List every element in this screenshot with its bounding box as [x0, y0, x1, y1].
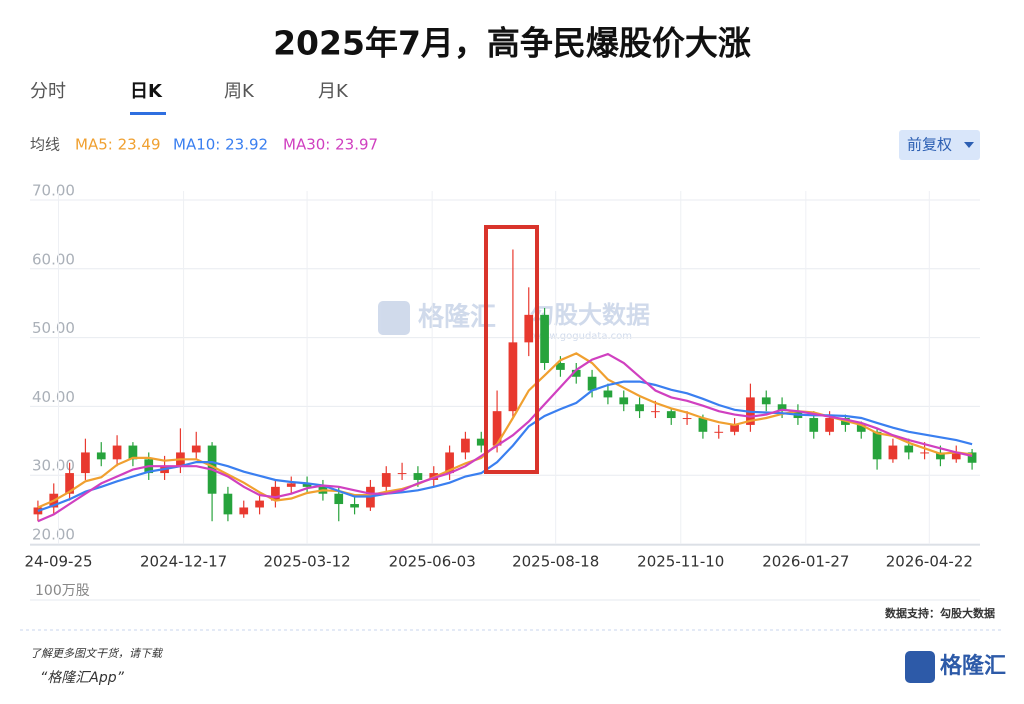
legend: MA5: 23.49 MA10: 23.92 MA30: 23.97 [75, 136, 378, 154]
grid: 70.00 60.00 50.00 40.00 30.00 20.00 24-09-25 20… [24, 182, 980, 571]
candle-body [540, 314, 549, 363]
x-tick-label: 2026-01-27 [762, 553, 849, 571]
candle-body [191, 445, 201, 453]
watermark-icon [378, 301, 410, 335]
candle-body [556, 363, 565, 370]
title: 2025年7月，高争民爆股价大涨 [273, 24, 751, 63]
candle-body [872, 431, 882, 460]
x-tick-label: 2025-08-18 [512, 553, 599, 571]
candle-body [651, 411, 660, 413]
candle-body [619, 397, 629, 405]
candle-body [856, 424, 866, 432]
candle-body [571, 369, 581, 377]
candle-body [223, 493, 233, 515]
legend-entry: MA5: 23.49 [75, 136, 161, 154]
candle-body [666, 411, 676, 419]
candle-body [271, 486, 280, 501]
y-tick-label: 30.00 [32, 457, 75, 475]
active-tab-underline [130, 112, 166, 115]
watermark-site: 勾股大数据 [530, 301, 650, 329]
candle-body [777, 404, 787, 412]
adjust-button-bg[interactable] [899, 130, 980, 160]
adjust-button[interactable]: 前复权 [907, 136, 952, 154]
candle-body [904, 445, 914, 453]
x-tick-label: 2025-11-10 [637, 553, 724, 571]
candle-body [461, 438, 470, 453]
candle-body [888, 445, 898, 460]
candle-body [967, 452, 977, 463]
y-tick-label: 70.00 [32, 182, 75, 200]
candle-body [492, 411, 502, 446]
promo-app: “格隆汇App” [40, 670, 125, 686]
tab[interactable]: 日K [130, 81, 163, 102]
candle-body [698, 418, 708, 432]
tab[interactable]: 月K [318, 81, 349, 102]
candle-body [761, 397, 771, 405]
tab[interactable]: 周K [224, 81, 255, 102]
candle-body [65, 473, 74, 494]
watermark: 格隆汇 勾股大数据 www.gogudata.com [378, 301, 650, 342]
y-tick-label: 60.00 [32, 250, 75, 268]
candle-body [635, 404, 644, 412]
candle-body [603, 390, 613, 398]
x-tick-label: 24-09-25 [24, 553, 92, 571]
candle-body [445, 452, 454, 474]
candle-body [920, 452, 929, 454]
dropdown-arrow [964, 142, 974, 148]
y-tick-label: 50.00 [32, 319, 75, 337]
y-tick-label: 40.00 [32, 388, 75, 406]
ma-line [37, 352, 973, 509]
candle-body [255, 500, 264, 508]
logo-icon [905, 651, 935, 683]
x-tick-label: 2026-04-22 [886, 553, 973, 571]
candle-body [825, 418, 834, 432]
volume-unit: 100万股 [35, 583, 90, 599]
candle-body [350, 504, 359, 508]
legend-entry: MA10: 23.92 [173, 136, 268, 154]
tabs: 分时 日K 周K 月K [30, 81, 349, 115]
candle-body [508, 342, 518, 412]
highlight-box [484, 225, 539, 474]
candle-body [809, 418, 819, 432]
candle-body [524, 314, 534, 343]
candle-body [334, 493, 344, 505]
source: 数据支持：勾股大数据 [885, 606, 995, 620]
candle-body [96, 452, 106, 460]
x-tick-label: 2025-03-12 [263, 553, 350, 571]
watermark-brand: 格隆汇 [418, 302, 496, 333]
legend-entry: MA30: 23.97 [283, 136, 378, 154]
candle-body [81, 452, 90, 474]
x-tick-label: 2025-06-03 [389, 553, 476, 571]
tab[interactable]: 分时 [30, 81, 66, 102]
x-tick-label: 2024-12-17 [140, 553, 227, 571]
logo: 格隆汇 [940, 653, 1006, 679]
candle-body [476, 438, 486, 446]
candle-body [714, 431, 724, 433]
watermark-url: www.gogudata.com [533, 331, 632, 342]
candle-body [951, 452, 961, 460]
candle-body [128, 445, 138, 460]
candle-body [302, 483, 312, 487]
candle-body [381, 473, 391, 487]
candle-body [286, 483, 296, 487]
candle-body [682, 418, 692, 420]
candle-body [239, 507, 249, 515]
candle-body [397, 473, 407, 475]
promo: 了解更多图文干货，请下载 [30, 647, 164, 660]
candle-body [936, 452, 945, 460]
ma-line [37, 380, 973, 512]
y-tick-label: 20.00 [32, 526, 75, 544]
ma-line [37, 352, 973, 523]
candle-body [587, 376, 597, 391]
candle-body [730, 424, 739, 432]
plot [33, 249, 977, 523]
candle-body [413, 473, 423, 480]
ma-label: 均线 [30, 136, 60, 154]
candle-body [112, 445, 122, 460]
